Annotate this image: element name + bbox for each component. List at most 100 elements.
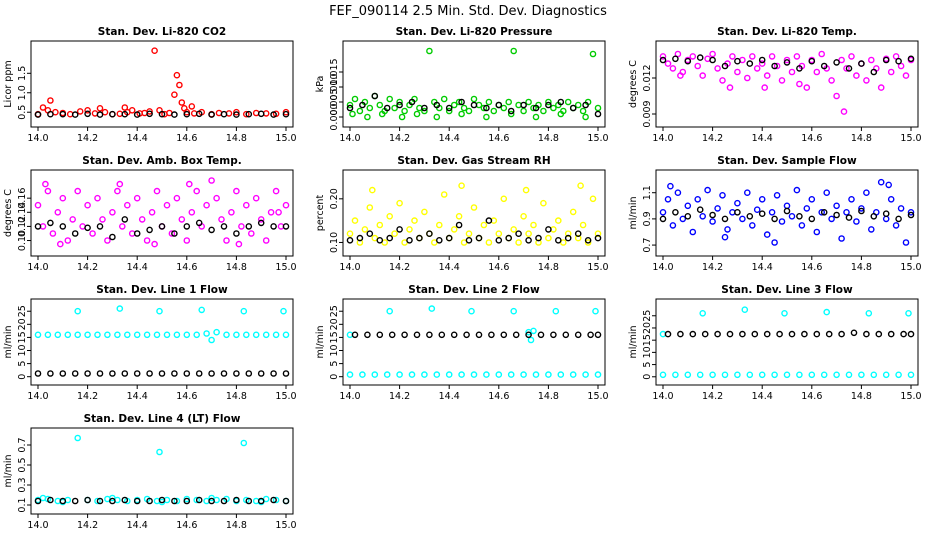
data-point (763, 72, 771, 79)
data-point (84, 224, 91, 232)
panel-title: Stan. Dev. Line 4 (LT) Flow (84, 413, 241, 425)
data-point (801, 330, 808, 338)
y-tick-label: 0.012 (642, 64, 653, 91)
data-point (64, 237, 72, 244)
data-point (176, 81, 183, 89)
data-point (495, 101, 503, 109)
data-point (133, 111, 141, 118)
x-tick-label: 15.0 (900, 391, 921, 402)
chart-panel: Stan. Dev. Sample Flow 14.0 14.2 14.4 14.6 14… (628, 155, 922, 273)
data-point (252, 331, 260, 339)
data-point (433, 371, 441, 378)
data-point (71, 370, 79, 377)
data-point (818, 208, 826, 216)
data-series (659, 178, 915, 246)
data-point (101, 108, 109, 116)
data-point (753, 65, 761, 72)
data-point (183, 370, 191, 377)
data-point (895, 57, 902, 65)
x-tick-label: 15.0 (587, 262, 608, 273)
data-point (845, 214, 853, 221)
data-point (94, 194, 101, 202)
chart-panel: Stan. Dev. Line 1 Flow 14.0 14.2 14.4 14.6 14… (3, 284, 297, 402)
data-point (71, 230, 79, 237)
data-point (758, 195, 766, 203)
data-point (550, 331, 557, 339)
data-point (907, 211, 915, 219)
data-point (386, 95, 394, 103)
data-point (684, 212, 692, 220)
data-point (171, 91, 178, 98)
y-tick-label: 0.000 (329, 103, 340, 130)
data-point (257, 216, 265, 223)
x-tick-label: 14.2 (77, 391, 98, 402)
data-point (421, 208, 428, 216)
data-point (208, 497, 215, 505)
x-tick-label: 14.6 (176, 262, 197, 273)
data-point (371, 371, 379, 378)
data-point (907, 371, 915, 379)
data-point (659, 371, 667, 379)
plot-frame (655, 298, 919, 386)
data-point (557, 110, 565, 118)
plot-frame (342, 298, 606, 386)
data-point (188, 103, 196, 110)
data-point (488, 331, 495, 339)
data-point (853, 72, 860, 79)
y-tick-label: 10 (17, 344, 28, 356)
data-point (171, 370, 178, 377)
data-point (746, 212, 754, 220)
data-point (121, 496, 129, 504)
data-point (530, 104, 537, 112)
data-point (751, 330, 759, 338)
data-point (94, 331, 101, 339)
data-point (532, 113, 540, 121)
y-tick-label: 0.3 (17, 477, 28, 492)
data-point (272, 496, 280, 504)
chart-panel: Stan. Dev. Amb. Box Temp. 14.0 14.2 14.4 14.… (3, 155, 297, 273)
data-point (173, 71, 181, 79)
data-point (54, 208, 62, 216)
data-point (808, 195, 816, 203)
data-point (902, 72, 910, 79)
data-point (850, 329, 858, 337)
data-point (709, 218, 716, 225)
data-point (173, 331, 181, 339)
data-series (659, 54, 915, 76)
x-tick-label: 14.8 (226, 133, 247, 144)
data-point (185, 180, 193, 188)
data-point (158, 110, 166, 118)
data-point (84, 201, 91, 209)
x-tick-label: 14.4 (439, 391, 460, 402)
data-point (749, 222, 756, 229)
data-point (386, 212, 394, 220)
data-point (96, 370, 104, 377)
data-point (771, 239, 778, 246)
data-point (763, 330, 771, 338)
data-point (406, 226, 413, 233)
data-point (783, 56, 791, 64)
data-point (490, 107, 498, 115)
data-point (773, 191, 781, 199)
data-point (741, 306, 749, 314)
y-tick-label: 25 (642, 310, 653, 322)
y-tick-label: 0 (642, 374, 653, 380)
data-point (99, 216, 106, 223)
data-point (364, 113, 371, 121)
data-point (520, 212, 527, 220)
data-series (346, 217, 602, 244)
data-series (346, 47, 602, 121)
data-point (133, 194, 141, 202)
data-point (659, 208, 667, 216)
panel-title: Stan. Dev. Line 1 Flow (96, 284, 228, 296)
x-tick-label: 14.8 (851, 133, 872, 144)
data-point (465, 107, 473, 115)
data-point (396, 371, 403, 378)
data-point (525, 230, 532, 237)
data-point (69, 216, 76, 223)
data-point (146, 497, 153, 505)
data-point (59, 223, 67, 230)
data-point (233, 187, 240, 195)
data-point (426, 230, 433, 237)
data-point (510, 47, 518, 55)
